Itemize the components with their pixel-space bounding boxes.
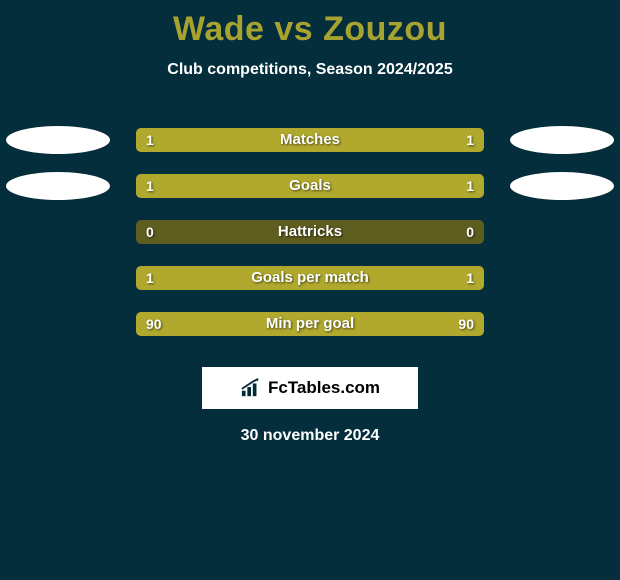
stat-value-right: 1 (466, 128, 474, 152)
logo-text: FcTables.com (268, 378, 380, 398)
stat-bar: 11Goals (136, 174, 484, 198)
bar-fill-right (310, 128, 484, 152)
subtitle: Club competitions, Season 2024/2025 (0, 61, 620, 79)
stat-row: 9090Min per goal (0, 301, 620, 347)
stat-value-left: 1 (146, 174, 154, 198)
player-ellipse-left (6, 172, 110, 200)
stat-value-right: 90 (458, 312, 474, 336)
player-ellipse-right (510, 126, 614, 154)
stat-bar: 11Goals per match (136, 266, 484, 290)
stat-row: 0 0Hattricks (0, 209, 620, 255)
stats-list: 11Matches11Goals00Hattricks11Goals per m… (0, 117, 620, 347)
date-text: 30 november 2024 (0, 427, 620, 445)
stat-row: 11Goals per match (0, 255, 620, 301)
logo-box: FcTables.com (202, 367, 418, 409)
bar-fill-right (310, 266, 484, 290)
stat-bar: 9090Min per goal (136, 312, 484, 336)
page-title: Wade vs Zouzou (0, 0, 620, 49)
stat-value-left: 90 (146, 312, 162, 336)
comparison-infographic: Wade vs Zouzou Club competitions, Season… (0, 0, 620, 580)
stat-value-left: 0 (146, 220, 154, 244)
player-ellipse-left (6, 126, 110, 154)
player-ellipse-right (510, 172, 614, 200)
stat-bar: 11Matches (136, 128, 484, 152)
stat-row: 11Goals (0, 163, 620, 209)
bar-fill-left (136, 312, 310, 336)
bar-fill-left (136, 174, 310, 198)
bar-fill-right (310, 174, 484, 198)
stat-value-left: 1 (146, 266, 154, 290)
stat-row: 11Matches (0, 117, 620, 163)
bar-fill-left (136, 266, 310, 290)
stat-bar: 0 0Hattricks (136, 220, 484, 244)
barchart-icon (240, 378, 262, 398)
stat-value-right: 0 (466, 220, 474, 244)
stat-value-left: 1 (146, 128, 154, 152)
bar-fill-left (136, 128, 310, 152)
stat-label: Hattricks (136, 220, 484, 244)
stat-value-right: 1 (466, 174, 474, 198)
stat-value-right: 1 (466, 266, 474, 290)
